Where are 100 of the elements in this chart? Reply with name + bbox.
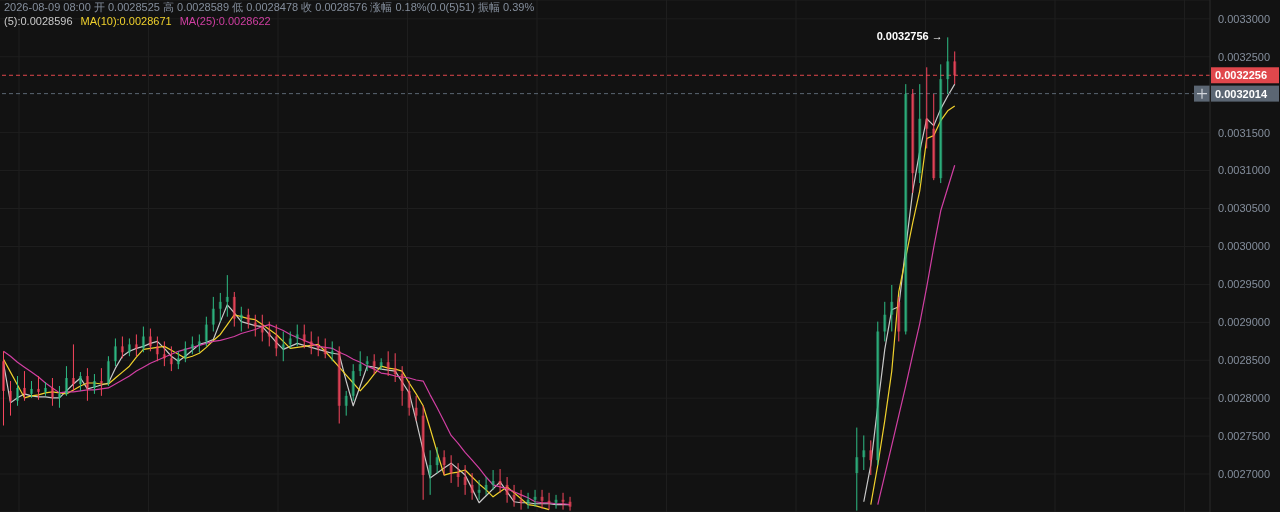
candlestick xyxy=(547,492,551,511)
candlestick xyxy=(498,468,502,494)
candlestick xyxy=(106,355,110,387)
candlestick xyxy=(568,496,572,512)
candlestick xyxy=(323,337,327,359)
candlestick xyxy=(925,66,929,149)
candlestick xyxy=(141,326,145,353)
candlestick xyxy=(218,292,222,323)
text: (5):0.0028596 xyxy=(4,15,73,27)
candlestick xyxy=(400,365,404,407)
candlestick xyxy=(449,454,453,484)
y-tick-label: 0.0031500 xyxy=(1218,126,1270,139)
candlestick xyxy=(911,88,915,194)
candlestick xyxy=(29,380,33,399)
candlestick xyxy=(155,336,159,362)
candlestick xyxy=(267,321,271,347)
annotation: 0.0032756 → xyxy=(876,30,943,43)
candlestick xyxy=(197,333,201,353)
y-tick-label: 0.0027500 xyxy=(1218,430,1270,443)
candlestick xyxy=(393,352,397,383)
candlestick xyxy=(288,330,292,349)
candlestick xyxy=(337,345,341,425)
ref-line-label: 0.0032256 xyxy=(1215,69,1267,82)
candlestick xyxy=(15,375,19,407)
candlestick xyxy=(190,336,194,355)
candlestick xyxy=(379,357,383,371)
candlestick xyxy=(477,479,481,501)
candlestick xyxy=(211,296,215,332)
candlestick xyxy=(372,353,376,375)
candlestick xyxy=(274,324,278,357)
candlestick xyxy=(57,385,61,409)
candlestick xyxy=(85,367,89,402)
candlestick xyxy=(491,469,495,491)
candlestick xyxy=(113,337,117,367)
candlestick xyxy=(127,337,131,357)
candlestick xyxy=(2,350,5,426)
candlestick xyxy=(183,340,187,363)
text: MA(10):0.0028671 xyxy=(80,15,172,27)
candlestick xyxy=(64,365,68,397)
candlestick xyxy=(554,494,558,510)
candlestick xyxy=(386,350,390,377)
candlestick xyxy=(204,316,208,347)
y-tick-label: 0.0030500 xyxy=(1218,202,1270,215)
ref-line-label: 0.0032014 xyxy=(1215,87,1268,100)
candlestick xyxy=(302,324,306,349)
candlestick xyxy=(904,83,908,335)
candlestick xyxy=(71,343,75,392)
candlestick xyxy=(120,336,124,359)
candlestick xyxy=(78,371,82,392)
candlestick xyxy=(8,380,12,417)
candlestick xyxy=(239,306,243,332)
candlestick xyxy=(897,296,901,342)
candlestick xyxy=(561,492,565,511)
candlestick xyxy=(540,489,544,510)
candlestick xyxy=(309,330,313,355)
candlestick xyxy=(176,350,180,370)
candlestick xyxy=(281,330,285,362)
candlestick xyxy=(484,476,488,496)
candlestick xyxy=(939,63,943,184)
y-tick-label: 0.0028000 xyxy=(1218,392,1270,405)
y-tick-label: 0.0029500 xyxy=(1218,278,1270,291)
candlestick xyxy=(407,380,411,417)
candlestick xyxy=(932,93,936,181)
candlestick xyxy=(533,489,537,508)
y-tick-label: 0.0032500 xyxy=(1218,50,1270,63)
candlestick xyxy=(246,308,250,330)
y-tick-label: 0.0033000 xyxy=(1218,12,1270,25)
candlestick xyxy=(148,328,152,352)
candlestick xyxy=(456,462,460,488)
y-tick-label: 0.0030000 xyxy=(1218,240,1270,253)
candlestick xyxy=(869,439,873,476)
y-tick-label: 0.0031000 xyxy=(1218,164,1270,177)
candlestick xyxy=(99,367,103,397)
candlestick xyxy=(442,449,446,476)
candlestick xyxy=(50,377,54,407)
candlestick xyxy=(519,489,523,511)
candlestick xyxy=(428,449,432,496)
candlestick xyxy=(505,476,509,504)
candlestick xyxy=(526,492,530,510)
candlestick xyxy=(470,472,474,501)
candlestick xyxy=(344,390,348,417)
candlestick xyxy=(22,370,26,402)
candlestick xyxy=(435,446,439,474)
candlestick xyxy=(295,324,299,347)
y-tick-label: 0.0027000 xyxy=(1218,467,1270,480)
candlestick xyxy=(232,291,236,328)
candlestick xyxy=(862,434,866,471)
candlestick xyxy=(43,381,47,397)
candlestick xyxy=(890,284,894,332)
candlestick xyxy=(358,350,362,377)
candlestick xyxy=(414,395,418,422)
candlestick xyxy=(953,50,957,85)
candlestick xyxy=(162,340,166,367)
candlestick xyxy=(421,405,425,501)
chart-title: 2026-08-09 08:00 开 0.0028525 高 0.0028589 低 0.0028478 收 0.0028576 涨幅 0.18%(0.0(5)51) 振幅 0.39% xyxy=(4,0,535,15)
candlestick xyxy=(330,340,334,362)
candlestick xyxy=(876,321,880,466)
candlestick xyxy=(463,464,467,496)
y-tick-label: 0.0028500 xyxy=(1218,354,1270,367)
candlestick xyxy=(512,484,516,508)
